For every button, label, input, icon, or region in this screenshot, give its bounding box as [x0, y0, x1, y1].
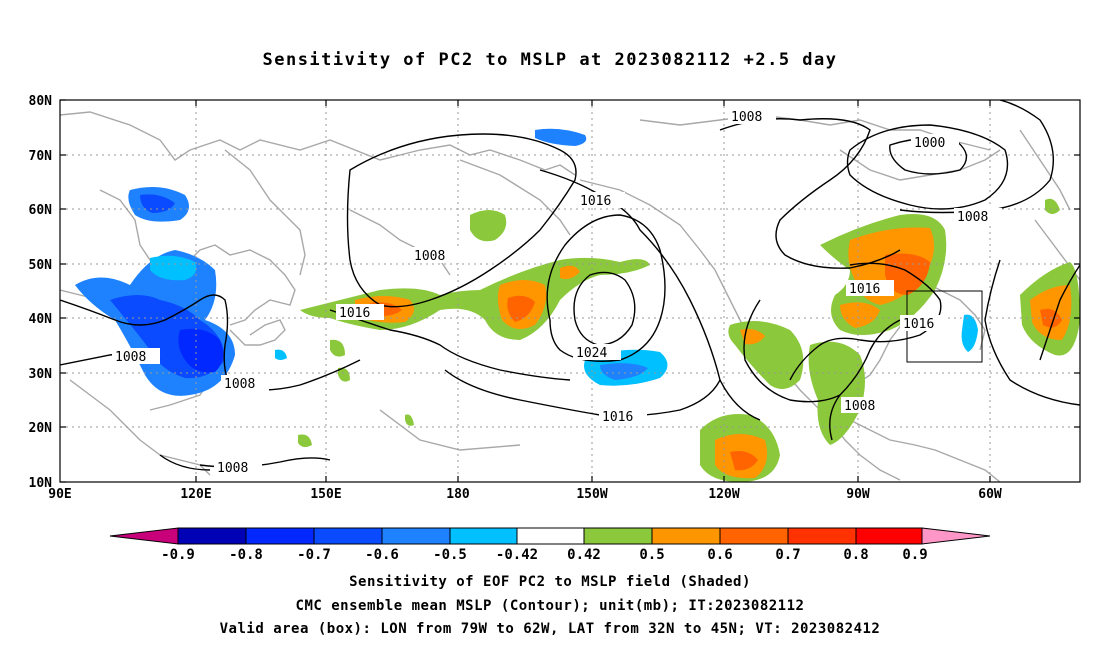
lon-label: 150E — [310, 487, 341, 502]
plot-area: 1008 1000 1008 1016 1008 1016 1024 1016 … — [60, 100, 1080, 482]
contour-label: 1016 — [903, 317, 934, 332]
caption-valid-area: Valid area (box): LON from 79W to 62W, L… — [219, 621, 881, 637]
lon-label: 150W — [576, 487, 607, 502]
colorbar-box — [583, 527, 653, 545]
lat-label: 50N — [29, 258, 53, 273]
lat-label: 30N — [29, 367, 53, 382]
lon-label: 60W — [978, 487, 1002, 502]
contour-label: 1008 — [844, 399, 875, 414]
contour-label: 1016 — [602, 410, 633, 425]
colorbar-label: -0.8 — [229, 547, 263, 563]
colorbar-box — [245, 527, 315, 545]
colorbar-label: 0.42 — [567, 547, 601, 563]
colorbar-label: 0.6 — [707, 547, 732, 563]
lon-label: 90E — [48, 487, 71, 502]
plot-frame — [59, 99, 1081, 483]
contour-label: 1016 — [580, 194, 611, 209]
colorbar-label: 0.8 — [843, 547, 868, 563]
colorbar-box — [787, 527, 857, 545]
lon-label: 120E — [180, 487, 211, 502]
lat-label: 70N — [29, 149, 53, 164]
colorbar-label: 0.7 — [775, 547, 800, 563]
colorbar-label: 0.5 — [639, 547, 664, 563]
colorbar-box — [855, 527, 923, 545]
contour-label: 1024 — [576, 346, 607, 361]
caption-contour: CMC ensemble mean MSLP (Contour); unit(m… — [295, 598, 805, 614]
colorbar-label: -0.6 — [365, 547, 399, 563]
contour-label: 1008 — [731, 110, 762, 125]
colorbar-label: 0.9 — [902, 547, 927, 563]
colorbar-neg-arrow — [109, 527, 179, 545]
colorbar-pos-arrow — [921, 527, 991, 545]
positive-shading — [298, 198, 1080, 482]
axis-ticks — [60, 99, 1080, 483]
colorbar-label: -0.42 — [496, 547, 538, 563]
lat-label: 80N — [29, 94, 53, 109]
colorbar-box — [719, 527, 789, 545]
contour-label: 1000 — [914, 136, 945, 151]
contour-label: 1008 — [414, 249, 445, 264]
lon-label: 120W — [708, 487, 739, 502]
colorbar-box — [313, 527, 383, 545]
contour-label: 1008 — [957, 210, 988, 225]
contour-label: 1008 — [224, 377, 255, 392]
colorbar-box — [516, 527, 585, 545]
colorbar: -0.9 -0.8 -0.7 -0.6 -0.5 -0.42 0.42 0.5 … — [109, 527, 991, 563]
contour-label: 1016 — [339, 306, 370, 321]
colorbar-box — [177, 527, 247, 545]
lat-label: 20N — [29, 421, 53, 436]
contour-labels: 1008 1000 1008 1016 1008 1016 1024 1016 … — [112, 108, 1002, 476]
lat-label: 60N — [29, 203, 53, 218]
colorbar-box — [651, 527, 721, 545]
contour-label: 1008 — [217, 461, 248, 476]
caption-shading: Sensitivity of EOF PC2 to MSLP field (Sh… — [349, 574, 751, 590]
lat-label: 40N — [29, 312, 53, 327]
lon-labels: 90E 120E 150E 180 150W 120W 90W 60W — [48, 487, 1002, 502]
lon-label: 180 — [446, 487, 470, 502]
lon-label: 90W — [846, 487, 870, 502]
colorbar-label: -0.9 — [161, 547, 195, 563]
contour-label: 1008 — [115, 350, 146, 365]
map-title: Sensitivity of PC2 to MSLP at 2023082112… — [262, 50, 838, 70]
colorbar-box — [381, 527, 451, 545]
lat-lon-grid — [60, 100, 1080, 482]
colorbar-box — [449, 527, 518, 545]
colorbar-label: -0.7 — [297, 547, 331, 563]
lat-label: 10N — [29, 476, 53, 491]
lat-labels: 80N 70N 60N 50N 40N 30N 20N 10N — [29, 94, 53, 491]
mslp-contours — [60, 100, 1080, 471]
contour-label: 1016 — [849, 282, 880, 297]
colorbar-label: -0.5 — [433, 547, 467, 563]
